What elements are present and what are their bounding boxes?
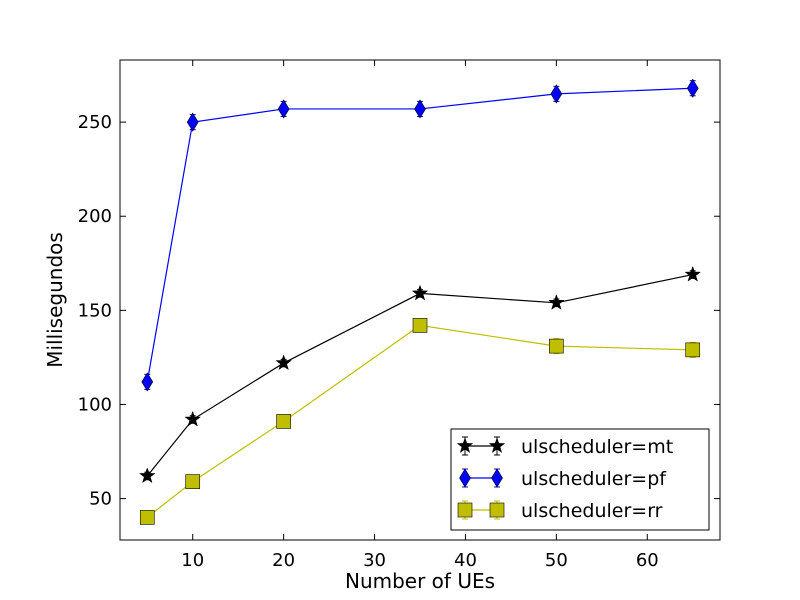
data-point (414, 99, 426, 119)
data-point (185, 474, 201, 489)
data-point (275, 354, 292, 371)
y-tick-label: 250 (78, 112, 112, 133)
plot-layer (138, 78, 702, 525)
data-point (186, 112, 199, 132)
data-point (411, 284, 429, 301)
x-tick-label: 40 (454, 550, 477, 571)
x-tick-label: 30 (363, 550, 386, 571)
data-point (184, 410, 202, 427)
data-point (141, 372, 154, 392)
series-line (146, 87, 693, 382)
legend-marker (459, 468, 471, 488)
legend-entry: ulscheduler=mt (456, 436, 673, 458)
data-point (685, 342, 701, 358)
data-point (277, 99, 290, 119)
series-line (146, 324, 693, 518)
legend-marker (488, 437, 506, 454)
legend-marker (491, 468, 503, 488)
x-tick-label: 20 (272, 550, 295, 571)
plot-frame (119, 59, 721, 541)
legend: ulscheduler=mt ulscheduler=pf ulscheduler=… (450, 428, 710, 531)
series-star (138, 265, 702, 484)
data-point (549, 338, 564, 354)
series-square (139, 318, 701, 525)
legend-label: ulscheduler=mt (521, 436, 673, 458)
x-axis-label: Number of UEs (345, 569, 495, 593)
y-tick-label: 100 (78, 394, 112, 415)
data-point (276, 414, 291, 429)
x-tick-label: 10 (181, 550, 204, 571)
data-point (686, 78, 699, 98)
data-point (412, 318, 428, 333)
series-diamond (141, 78, 699, 392)
axis-layer: 10 20 30 40 50 60 50 100 150 200 250 (78, 60, 720, 571)
x-tick-label: 60 (636, 550, 659, 571)
data-point (548, 294, 565, 310)
data-point (550, 84, 563, 104)
legend-marker (489, 502, 505, 518)
legend-marker (457, 502, 473, 518)
legend-entry: ulscheduler=pf (459, 468, 667, 490)
y-axis-label: Millisegundos (43, 232, 67, 368)
data-point (684, 265, 702, 282)
legend-label: ulscheduler=rr (521, 500, 663, 522)
series-line (146, 274, 693, 477)
legend-entry: ulscheduler=rr (457, 500, 663, 522)
data-point (138, 467, 156, 484)
legend-label: ulscheduler=pf (521, 468, 667, 490)
y-tick-label: 50 (89, 489, 112, 510)
legend-marker (456, 437, 474, 454)
y-tick-label: 150 (78, 300, 112, 321)
y-tick-label: 200 (78, 206, 112, 227)
x-tick-label: 50 (545, 550, 568, 571)
data-point (139, 510, 155, 525)
